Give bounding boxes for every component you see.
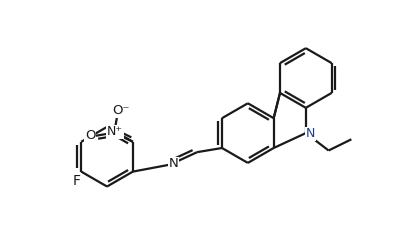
Text: N: N <box>306 127 316 140</box>
Text: F: F <box>73 174 81 188</box>
Text: N⁺: N⁺ <box>107 125 123 138</box>
Text: N: N <box>169 157 178 170</box>
Text: O: O <box>85 130 95 142</box>
Text: O⁻: O⁻ <box>112 104 130 117</box>
